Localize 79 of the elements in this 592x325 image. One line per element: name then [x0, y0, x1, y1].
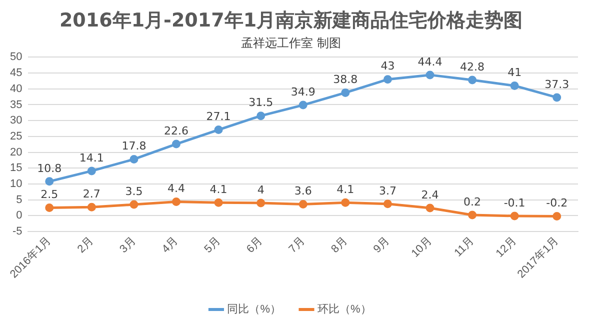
x-tick-label: 7月 — [286, 234, 308, 256]
point — [510, 81, 519, 90]
data-label: 3.5 — [125, 184, 143, 198]
y-tick-label: 30 — [10, 114, 22, 127]
data-label: 14.1 — [79, 151, 104, 164]
x-tick-label: 12月 — [494, 234, 519, 260]
point — [256, 112, 266, 120]
x-tick-label: 8月 — [329, 234, 350, 256]
data-label: 41 — [508, 66, 522, 80]
point — [87, 166, 96, 176]
legend-label: 同比（%） — [227, 302, 281, 316]
data-label: 4.1 — [336, 183, 354, 196]
y-tick-label: 10 — [10, 178, 22, 190]
point — [172, 197, 180, 206]
point — [256, 198, 266, 208]
data-label: 4.4 — [168, 182, 185, 196]
x-tick-label: 2月 — [75, 234, 96, 256]
data-label: 38.8 — [333, 73, 358, 86]
point — [87, 202, 96, 212]
x-tick-label: 10月 — [409, 234, 434, 260]
point — [341, 88, 350, 97]
data-label: 2.4 — [421, 188, 439, 202]
y-tick-label: 40 — [10, 82, 22, 95]
chart-subtitle: 孟祥远工作室 制图 — [241, 36, 341, 50]
y-tick-label: 20 — [10, 146, 22, 158]
point — [214, 198, 223, 207]
x-tick-label: 6月 — [244, 234, 266, 256]
data-label: 3.6 — [294, 184, 312, 198]
y-tick-label: 45 — [10, 67, 22, 80]
data-label: 10.8 — [37, 162, 62, 175]
data-label: 44.4 — [418, 55, 442, 68]
point — [383, 75, 392, 84]
data-label: 27.1 — [206, 110, 231, 124]
point — [298, 200, 308, 208]
point — [468, 76, 477, 84]
point — [130, 154, 138, 164]
point — [172, 140, 180, 148]
data-label: 17.8 — [122, 140, 146, 153]
data-label: 2.7 — [82, 187, 100, 200]
point — [426, 204, 434, 212]
point — [298, 100, 308, 110]
chart-title: 2016年1月-2017年1月南京新建商品住宅价格走势图 — [59, 9, 523, 32]
y-tick-label: 25 — [10, 130, 22, 142]
point — [45, 203, 54, 212]
x-tick-label: 11月 — [452, 234, 477, 260]
data-label: 3.7 — [378, 184, 396, 198]
legend-label: 环比（%） — [318, 302, 372, 316]
y-tick-label: 35 — [10, 98, 22, 111]
y-tick-label: 5 — [16, 194, 22, 206]
x-tick-label: 9月 — [371, 234, 392, 256]
data-label: 31.5 — [248, 96, 274, 110]
x-tick-label: 4月 — [160, 234, 181, 256]
point — [383, 200, 392, 208]
point — [468, 210, 477, 220]
x-tick-label: 3月 — [118, 234, 138, 256]
point — [130, 200, 138, 209]
data-label: 37.3 — [544, 78, 570, 91]
point — [341, 198, 350, 207]
point — [214, 126, 223, 134]
y-tick-label: 50 — [10, 51, 22, 64]
x-tick-label: 5月 — [202, 234, 223, 256]
data-label: 42.8 — [460, 60, 485, 74]
data-label: -0.1 — [504, 196, 526, 210]
data-label: 4 — [257, 183, 264, 196]
y-tick-label: 0 — [16, 210, 22, 222]
data-label: 0.2 — [464, 195, 482, 208]
data-label: 22.6 — [164, 124, 188, 138]
point — [426, 70, 434, 80]
data-label: 4.1 — [210, 183, 228, 196]
data-label: -0.2 — [546, 196, 568, 210]
data-label: 43 — [380, 60, 395, 73]
point — [552, 93, 562, 102]
data-label: 2.5 — [40, 188, 58, 202]
y-tick-label: -5 — [12, 226, 22, 238]
point — [510, 212, 519, 220]
data-label: 34.9 — [290, 85, 316, 98]
point — [552, 212, 562, 221]
point — [45, 177, 54, 186]
y-tick-label: 15 — [10, 162, 22, 174]
